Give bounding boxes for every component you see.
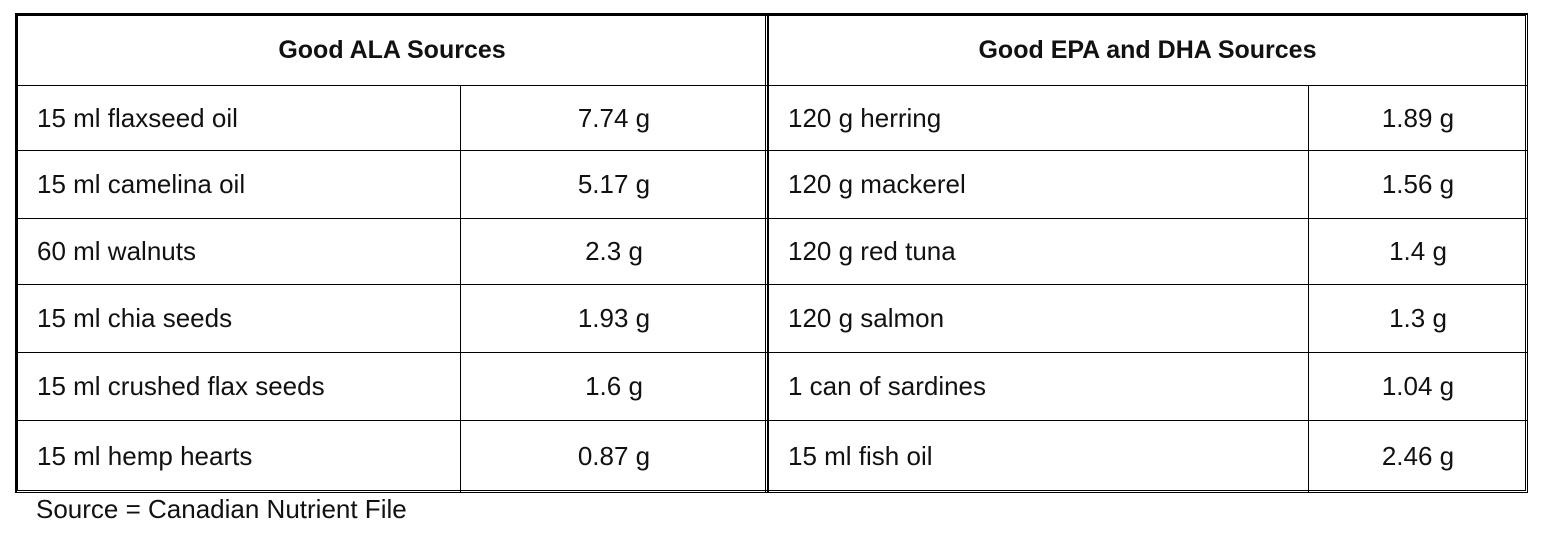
- food-cell: 60 ml walnuts: [16, 218, 461, 285]
- table-border: [15, 13, 1528, 493]
- food-cell: 15 ml crushed flax seeds: [16, 352, 461, 421]
- food-cell: 120 g mackerel: [767, 150, 1309, 219]
- table-divider: [765, 13, 769, 493]
- amount-cell: 1.89 g: [1308, 85, 1528, 151]
- source-note: Source = Canadian Nutrient File: [36, 494, 407, 524]
- food-cell: 15 ml flaxseed oil: [16, 85, 461, 151]
